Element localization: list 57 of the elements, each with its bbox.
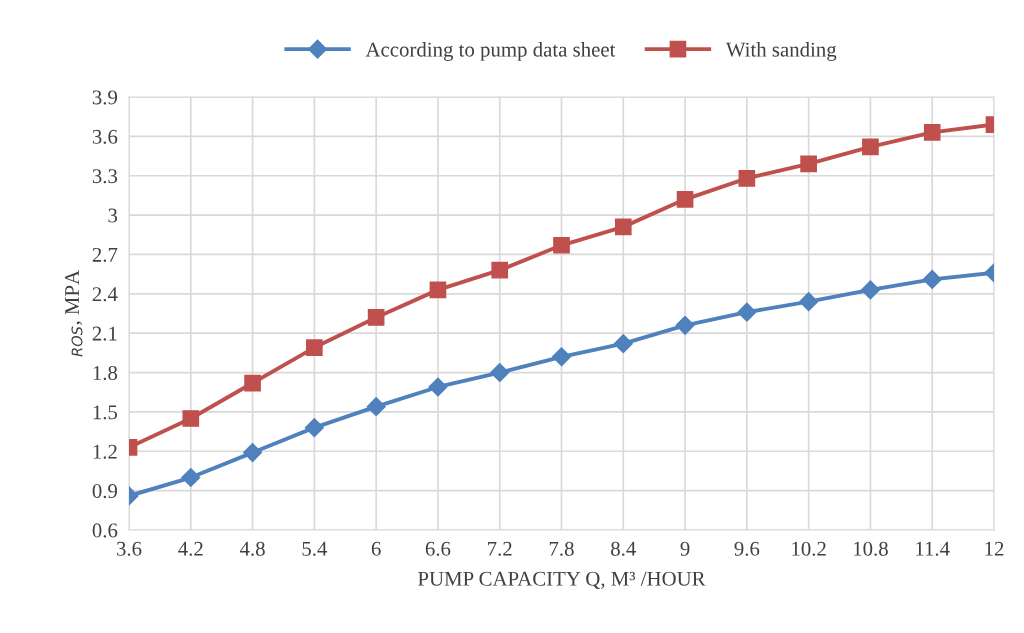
y-tick-label: 0.9	[92, 484, 118, 499]
point	[676, 191, 694, 208]
x-tick-label: 7.8	[549, 541, 574, 556]
y-tick-label: 3	[108, 208, 118, 223]
x-tick-label: 4.2	[178, 541, 203, 556]
x-tick-label: 11.4	[916, 541, 950, 556]
x-tick-label: 3.6	[116, 541, 142, 556]
x-tick-label: 9.6	[734, 541, 760, 556]
x-axis-title: PUMP CAPACITY Q, M³ /HOUR	[418, 571, 706, 589]
point	[862, 138, 879, 156]
y-tick-label: 1.5	[93, 405, 118, 420]
y-tick-label: 0.6	[92, 523, 118, 538]
x-tick-label: 7.2	[488, 541, 512, 556]
legend-label: According to pump data sheet	[365, 41, 616, 61]
point	[366, 397, 386, 417]
point	[551, 347, 572, 367]
point	[244, 374, 261, 392]
point	[737, 302, 757, 322]
point	[800, 155, 817, 173]
x-tick-label: 8.4	[611, 541, 636, 556]
point	[429, 281, 447, 299]
y-tick-label: 2.1	[92, 326, 117, 341]
point	[367, 309, 385, 326]
x-tick-label: 5.4	[302, 541, 328, 556]
legend-label: With sanding	[725, 41, 837, 61]
point	[553, 236, 570, 254]
x-tick-label: 4.8	[239, 541, 265, 556]
x-tick-label: 12	[985, 541, 1004, 556]
point	[304, 418, 324, 438]
y-axis-title: $_{ROS}$, MPA	[65, 270, 83, 357]
y-tick-label: 2.7	[92, 247, 118, 262]
y-tick-label: 3.3	[92, 169, 118, 184]
point	[614, 218, 632, 236]
point	[675, 315, 695, 335]
x-tick-label: 6.6	[425, 541, 451, 556]
point	[243, 443, 263, 463]
y-tick-label: 1.8	[93, 365, 118, 381]
y-tick-label: 2.4	[92, 287, 118, 302]
point	[182, 410, 200, 427]
point	[923, 124, 941, 141]
point	[428, 377, 448, 397]
x-tick-label: 9	[680, 541, 690, 556]
y-tick-label: 3.9	[92, 90, 118, 105]
point	[181, 467, 201, 488]
point	[738, 170, 756, 187]
x-tick-label: 10.2	[792, 541, 826, 556]
x-tick-label: 6	[371, 541, 381, 556]
point	[860, 280, 880, 300]
point	[799, 292, 819, 312]
point	[490, 363, 510, 383]
point	[491, 261, 509, 279]
y-tick-label: 1.2	[93, 444, 117, 459]
point	[922, 269, 942, 289]
point	[613, 334, 633, 354]
x-tick-label: 10.8	[854, 541, 888, 556]
point	[306, 339, 323, 356]
y-tick-label: 3.6	[92, 129, 118, 144]
